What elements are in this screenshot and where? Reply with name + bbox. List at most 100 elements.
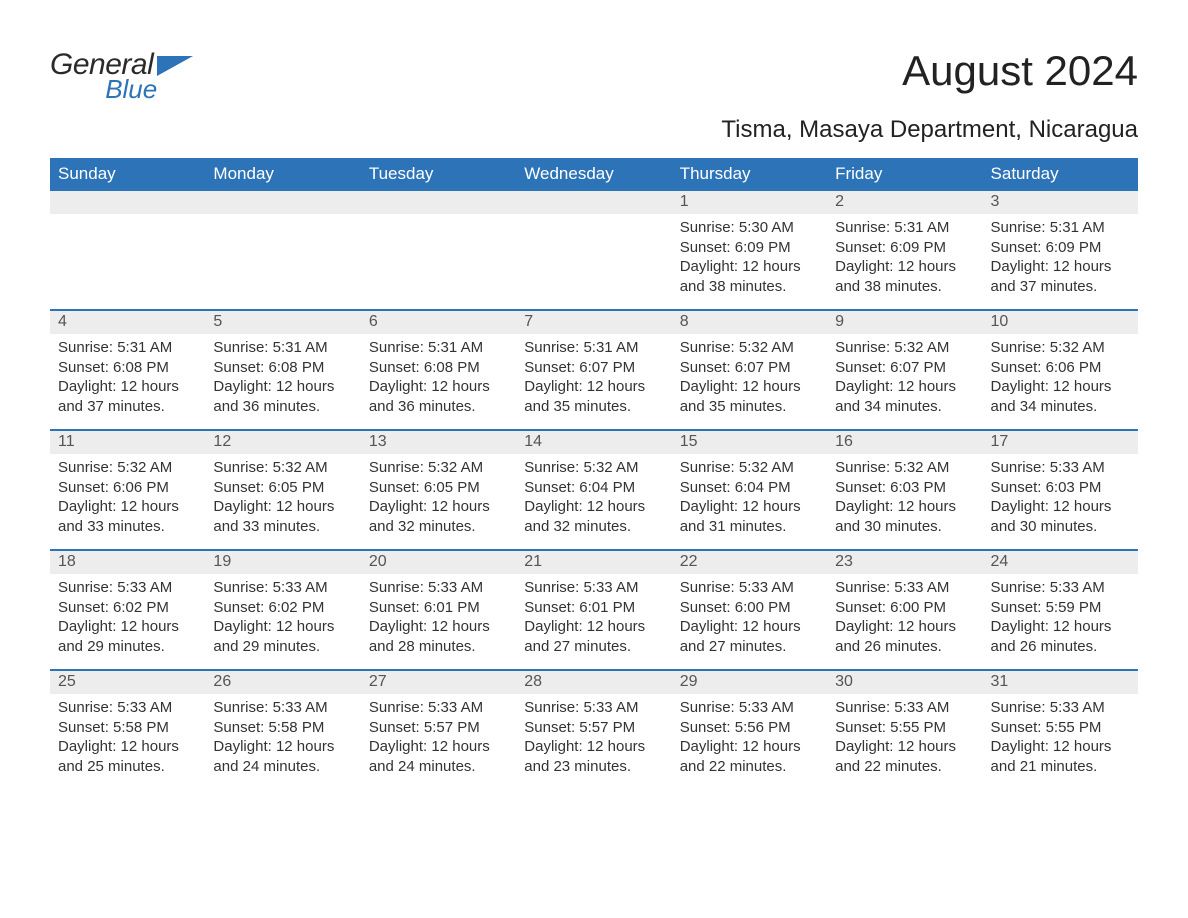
daylight-line: Daylight: 12 hours and 32 minutes. bbox=[524, 497, 663, 536]
day-number: 27 bbox=[361, 671, 516, 694]
page-title: August 2024 bbox=[721, 50, 1138, 92]
day-25: 25Sunrise: 5:33 AMSunset: 5:58 PMDayligh… bbox=[50, 671, 205, 789]
sunset-line: Sunset: 6:01 PM bbox=[524, 598, 663, 618]
location-subtitle: Tisma, Masaya Department, Nicaragua bbox=[721, 116, 1138, 144]
sunset-line: Sunset: 5:57 PM bbox=[369, 718, 508, 738]
sunrise-line: Sunrise: 5:33 AM bbox=[369, 698, 508, 718]
day-body bbox=[50, 214, 205, 224]
daylight-line: Daylight: 12 hours and 22 minutes. bbox=[835, 737, 974, 776]
sunrise-line: Sunrise: 5:31 AM bbox=[991, 218, 1130, 238]
day-27: 27Sunrise: 5:33 AMSunset: 5:57 PMDayligh… bbox=[361, 671, 516, 789]
day-number: 19 bbox=[205, 551, 360, 574]
week-row: 4Sunrise: 5:31 AMSunset: 6:08 PMDaylight… bbox=[50, 309, 1138, 429]
day-empty bbox=[361, 191, 516, 309]
day-body: Sunrise: 5:33 AMSunset: 5:56 PMDaylight:… bbox=[672, 694, 827, 782]
sunrise-line: Sunrise: 5:33 AM bbox=[524, 578, 663, 598]
brand-logo: General Blue bbox=[50, 50, 193, 102]
sunrise-line: Sunrise: 5:32 AM bbox=[835, 458, 974, 478]
brand-word-2: Blue bbox=[105, 76, 157, 102]
weekday-header-row: SundayMondayTuesdayWednesdayThursdayFrid… bbox=[50, 158, 1138, 191]
sunset-line: Sunset: 6:03 PM bbox=[835, 478, 974, 498]
day-body: Sunrise: 5:33 AMSunset: 5:57 PMDaylight:… bbox=[361, 694, 516, 782]
sunset-line: Sunset: 6:06 PM bbox=[58, 478, 197, 498]
daylight-line: Daylight: 12 hours and 21 minutes. bbox=[991, 737, 1130, 776]
sunset-line: Sunset: 6:08 PM bbox=[369, 358, 508, 378]
day-number: 28 bbox=[516, 671, 671, 694]
day-13: 13Sunrise: 5:32 AMSunset: 6:05 PMDayligh… bbox=[361, 431, 516, 549]
weekday-sunday: Sunday bbox=[50, 158, 205, 191]
day-11: 11 Sunrise: 5:32 AMSunset: 6:06 PMDayligh… bbox=[50, 431, 205, 549]
day-body: Sunrise: 5:33 AMSunset: 5:59 PMDaylight:… bbox=[983, 574, 1138, 662]
sunset-line: Sunset: 5:56 PM bbox=[680, 718, 819, 738]
day-number: 11 bbox=[50, 431, 205, 454]
sunset-line: Sunset: 6:07 PM bbox=[835, 358, 974, 378]
day-body: Sunrise: 5:31 AMSunset: 6:09 PMDaylight:… bbox=[983, 214, 1138, 302]
day-body: Sunrise: 5:32 AMSunset: 6:07 PMDaylight:… bbox=[827, 334, 982, 422]
daylight-line: Daylight: 12 hours and 36 minutes. bbox=[369, 377, 508, 416]
day-2: 2Sunrise: 5:31 AMSunset: 6:09 PMDaylight… bbox=[827, 191, 982, 309]
day-number: 17 bbox=[983, 431, 1138, 454]
sunrise-line: Sunrise: 5:33 AM bbox=[58, 698, 197, 718]
day-17: 17Sunrise: 5:33 AMSunset: 6:03 PMDayligh… bbox=[983, 431, 1138, 549]
sunrise-line: Sunrise: 5:31 AM bbox=[369, 338, 508, 358]
title-block: August 2024 Tisma, Masaya Department, Ni… bbox=[721, 50, 1138, 144]
sunset-line: Sunset: 5:55 PM bbox=[991, 718, 1130, 738]
day-29: 29Sunrise: 5:33 AMSunset: 5:56 PMDayligh… bbox=[672, 671, 827, 789]
sunrise-line: Sunrise: 5:32 AM bbox=[58, 458, 197, 478]
day-number: 25 bbox=[50, 671, 205, 694]
day-body: Sunrise: 5:33 AMSunset: 6:02 PMDaylight:… bbox=[50, 574, 205, 662]
day-body: Sunrise: 5:31 AMSunset: 6:08 PMDaylight:… bbox=[205, 334, 360, 422]
daylight-line: Daylight: 12 hours and 28 minutes. bbox=[369, 617, 508, 656]
day-empty bbox=[516, 191, 671, 309]
sunrise-line: Sunrise: 5:33 AM bbox=[213, 578, 352, 598]
day-body bbox=[205, 214, 360, 224]
week-row: 11Sunrise: 5:32 AMSunset: 6:06 PMDayligh… bbox=[50, 429, 1138, 549]
day-body: Sunrise: 5:33 AMSunset: 6:00 PMDaylight:… bbox=[672, 574, 827, 662]
sunset-line: Sunset: 6:05 PM bbox=[369, 478, 508, 498]
sunrise-line: Sunrise: 5:32 AM bbox=[680, 338, 819, 358]
day-26: 26Sunrise: 5:33 AMSunset: 5:58 PMDayligh… bbox=[205, 671, 360, 789]
day-22: 22Sunrise: 5:33 AMSunset: 6:00 PMDayligh… bbox=[672, 551, 827, 669]
sunrise-line: Sunrise: 5:33 AM bbox=[835, 578, 974, 598]
day-number: 22 bbox=[672, 551, 827, 574]
daylight-line: Daylight: 12 hours and 38 minutes. bbox=[680, 257, 819, 296]
daylight-line: Daylight: 12 hours and 27 minutes. bbox=[680, 617, 819, 656]
sunset-line: Sunset: 6:04 PM bbox=[524, 478, 663, 498]
sunset-line: Sunset: 6:02 PM bbox=[213, 598, 352, 618]
daylight-line: Daylight: 12 hours and 22 minutes. bbox=[680, 737, 819, 776]
day-28: 28Sunrise: 5:33 AMSunset: 5:57 PMDayligh… bbox=[516, 671, 671, 789]
day-4: 4Sunrise: 5:31 AMSunset: 6:08 PMDaylight… bbox=[50, 311, 205, 429]
day-30: 30Sunrise: 5:33 AMSunset: 5:55 PMDayligh… bbox=[827, 671, 982, 789]
daylight-line: Daylight: 12 hours and 23 minutes. bbox=[524, 737, 663, 776]
daylight-line: Daylight: 12 hours and 33 minutes. bbox=[58, 497, 197, 536]
sunrise-line: Sunrise: 5:31 AM bbox=[835, 218, 974, 238]
week-row: 18Sunrise: 5:33 AMSunset: 6:02 PMDayligh… bbox=[50, 549, 1138, 669]
calendar-page: General Blue August 2024 Tisma, Masaya D… bbox=[0, 0, 1188, 829]
sunset-line: Sunset: 6:09 PM bbox=[991, 238, 1130, 258]
sunrise-line: Sunrise: 5:30 AM bbox=[680, 218, 819, 238]
day-7: 7Sunrise: 5:31 AMSunset: 6:07 PMDaylight… bbox=[516, 311, 671, 429]
sunset-line: Sunset: 6:03 PM bbox=[991, 478, 1130, 498]
day-number: 10 bbox=[983, 311, 1138, 334]
day-number: 6 bbox=[361, 311, 516, 334]
sunrise-line: Sunrise: 5:32 AM bbox=[524, 458, 663, 478]
daylight-line: Daylight: 12 hours and 37 minutes. bbox=[991, 257, 1130, 296]
day-3: 3Sunrise: 5:31 AMSunset: 6:09 PMDaylight… bbox=[983, 191, 1138, 309]
weekday-saturday: Saturday bbox=[983, 158, 1138, 191]
day-number: 29 bbox=[672, 671, 827, 694]
day-number: 31 bbox=[983, 671, 1138, 694]
day-body bbox=[516, 214, 671, 224]
daylight-line: Daylight: 12 hours and 27 minutes. bbox=[524, 617, 663, 656]
daylight-line: Daylight: 12 hours and 30 minutes. bbox=[991, 497, 1130, 536]
sunset-line: Sunset: 5:57 PM bbox=[524, 718, 663, 738]
day-body: Sunrise: 5:33 AMSunset: 5:58 PMDaylight:… bbox=[205, 694, 360, 782]
flag-icon bbox=[157, 56, 193, 80]
day-empty bbox=[205, 191, 360, 309]
day-body: Sunrise: 5:33 AMSunset: 5:55 PMDaylight:… bbox=[983, 694, 1138, 782]
day-number: 4 bbox=[50, 311, 205, 334]
day-number: 8 bbox=[672, 311, 827, 334]
sunset-line: Sunset: 6:08 PM bbox=[213, 358, 352, 378]
day-31: 31Sunrise: 5:33 AMSunset: 5:55 PMDayligh… bbox=[983, 671, 1138, 789]
sunset-line: Sunset: 5:59 PM bbox=[991, 598, 1130, 618]
day-number: 14 bbox=[516, 431, 671, 454]
